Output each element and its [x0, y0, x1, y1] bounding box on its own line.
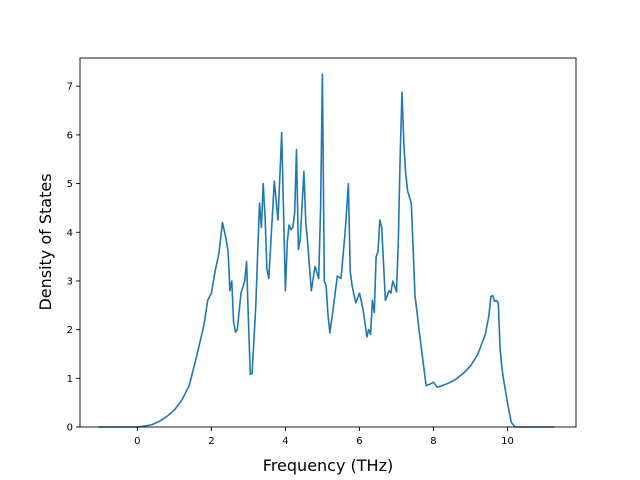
y-tick-label: 3: [67, 276, 73, 287]
y-tick-label: 5: [67, 179, 73, 190]
y-axis-title: Density of States: [36, 173, 55, 310]
x-tick-label: 10: [501, 436, 514, 447]
x-tick-label: 6: [356, 436, 362, 447]
x-axis: 0 2 4 6 8 10: [134, 427, 514, 447]
y-tick-label: 6: [67, 130, 73, 141]
x-tick-label: 0: [134, 436, 140, 447]
x-tick-label: 4: [282, 436, 288, 447]
y-tick-label: 4: [67, 228, 73, 239]
x-axis-title: Frequency (THz): [263, 456, 393, 475]
x-tick-label: 8: [430, 436, 436, 447]
y-tick-label: 1: [67, 374, 73, 385]
plot-background: [80, 58, 576, 427]
x-tick-label: 2: [208, 436, 214, 447]
series-layer: [98, 73, 554, 428]
dos-series-line: [98, 73, 554, 428]
y-axis: 0 1 2 3 4 5 6 7: [67, 82, 80, 434]
y-tick-label: 2: [67, 325, 73, 336]
y-tick-label: 0: [67, 423, 73, 434]
y-tick-label: 7: [67, 82, 73, 93]
plot-frame: [79, 57, 577, 428]
